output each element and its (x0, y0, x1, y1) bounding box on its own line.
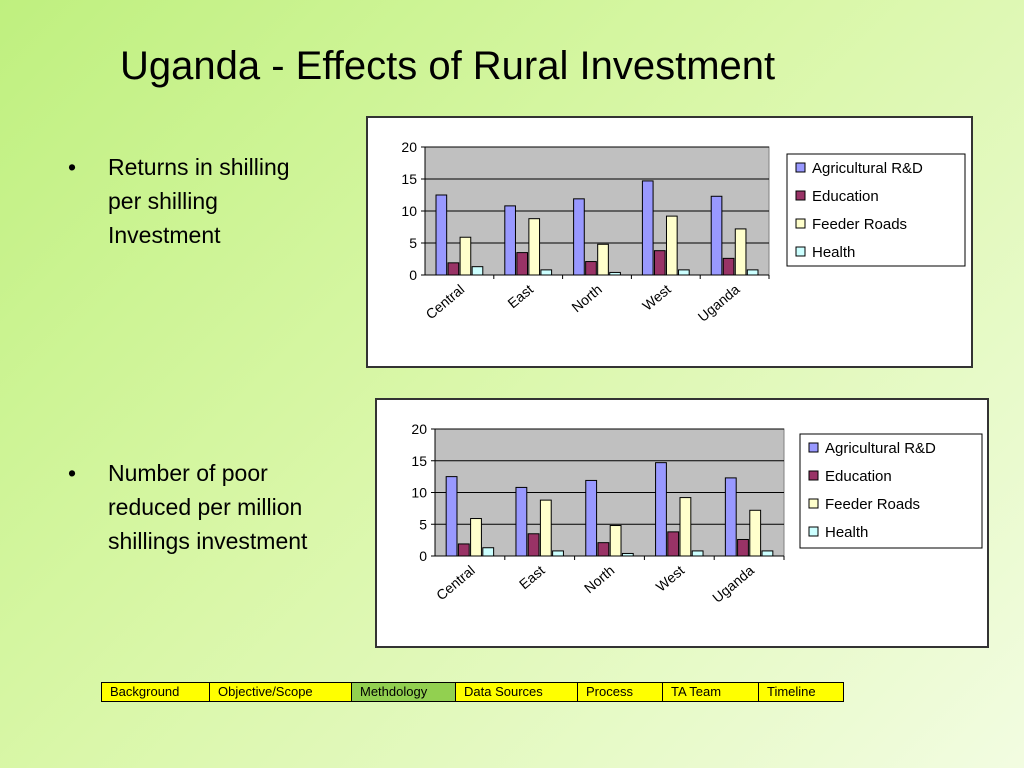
legend-swatch-feeder-roads (808, 498, 819, 509)
legend-label-education: Education (812, 188, 879, 205)
x-tick-label: Central (433, 562, 478, 603)
legend-label-health: Health (825, 524, 868, 541)
y-tick-label: 5 (419, 516, 427, 532)
bar-feeder-roads (459, 236, 472, 276)
bar-feeder-roads (470, 518, 482, 557)
bar-feeder-roads (749, 509, 762, 557)
bar-agricultural-r-d (710, 195, 723, 276)
y-tick-label: 20 (401, 139, 417, 155)
legend-swatch-health (795, 246, 806, 257)
x-tick-label: Uganda (709, 562, 757, 606)
bar-agricultural-r-d (515, 486, 528, 557)
legend-swatch-health (808, 526, 819, 537)
bar-agricultural-r-d (504, 205, 516, 276)
bar-agricultural-r-d (445, 476, 458, 557)
bullet-marker: • (68, 154, 77, 180)
tab-data-sources[interactable]: Data Sources (456, 683, 578, 701)
x-tick-label: West (639, 281, 674, 314)
bar-health (678, 269, 690, 276)
x-tick-label: Uganda (695, 281, 743, 325)
legend-swatch-education (808, 470, 819, 481)
bar-health (552, 550, 564, 557)
y-tick-label: 15 (411, 453, 427, 469)
legend-label-agricultural-r-d: Agricultural R&D (812, 160, 923, 177)
y-tick-label: 15 (401, 171, 417, 187)
y-tick-label: 5 (409, 235, 417, 251)
tab-process[interactable]: Process (578, 683, 663, 701)
bullet-text: Number of poor reduced per million shill… (108, 460, 308, 554)
bar-feeder-roads (665, 215, 678, 276)
legend-swatch-agricultural-r-d (795, 162, 806, 173)
bar-feeder-roads (679, 497, 692, 557)
bullet-marker: • (68, 460, 77, 486)
tab-timeline[interactable]: Timeline (767, 684, 816, 699)
bar-education (667, 531, 680, 557)
bar-education (597, 542, 610, 557)
y-tick-label: 10 (401, 203, 417, 219)
bar-agricultural-r-d (585, 479, 598, 557)
tab-methodology[interactable]: Methdology (352, 683, 456, 701)
bar-health (761, 550, 774, 557)
bar-agricultural-r-d (435, 194, 448, 276)
bar-education (737, 538, 749, 557)
bar-education (516, 252, 529, 276)
bar-feeder-roads (539, 499, 552, 557)
legend-label-education: Education (825, 468, 892, 485)
x-tick-label: West (653, 562, 688, 595)
y-tick-label: 20 (411, 421, 427, 437)
bar-feeder-roads (597, 243, 609, 276)
x-tick-label: North (568, 281, 605, 315)
legend (786, 153, 966, 267)
x-tick-label: Central (422, 281, 467, 322)
legend-label-feeder-roads: Feeder Roads (825, 496, 920, 513)
bar-agricultural-r-d (724, 477, 737, 557)
legend-swatch-feeder-roads (795, 218, 806, 229)
y-tick-label: 0 (419, 548, 427, 564)
bar-agricultural-r-d (573, 198, 585, 276)
tab-ta-team[interactable]: TA Team (663, 683, 759, 701)
slide-title: Uganda - Effects of Rural Investment (120, 44, 776, 88)
chart-poor-reduced-svg: 0 5 10 15 20 Central East North West Uganda Agricu… (411, 421, 983, 606)
bar-agricultural-r-d (641, 180, 654, 276)
bar-education (447, 262, 460, 276)
bar-health (609, 271, 621, 276)
tab-background[interactable]: Background (102, 683, 210, 701)
nav-bar: Background Objective/Scope Methdology Da… (101, 682, 844, 702)
bar-feeder-roads (734, 228, 747, 276)
x-tick-label: East (504, 281, 536, 311)
bar-health (540, 269, 553, 276)
bar-health (691, 550, 704, 557)
bar-education (527, 533, 540, 557)
y-tick-label: 0 (409, 267, 417, 283)
x-tick-label: East (516, 562, 548, 592)
bar-health (746, 269, 759, 276)
bar-education (722, 257, 735, 276)
tab-objective-scope[interactable]: Objective/Scope (210, 683, 352, 701)
legend-swatch-agricultural-r-d (808, 442, 819, 453)
bar-health (471, 266, 484, 276)
bar-feeder-roads (609, 525, 622, 557)
legend-label-health: Health (812, 244, 855, 261)
bar-education (653, 250, 666, 276)
y-tick-label: 10 (411, 485, 427, 501)
bar-education (585, 261, 597, 276)
x-tick-label: North (581, 562, 618, 596)
legend (799, 433, 983, 549)
bar-health (621, 552, 634, 557)
chart-returns-svg: 0 5 10 15 20 Central East North West Uganda Agricu… (401, 139, 966, 325)
chart-returns: 0 5 10 15 20 Central East North West Uganda Agricu… (366, 116, 973, 368)
bar-health (482, 547, 495, 557)
bar-feeder-roads (528, 218, 541, 276)
legend-swatch-education (795, 190, 806, 201)
bullet-text: Returns in shilling per shilling Investm… (108, 154, 290, 248)
bar-education (457, 543, 470, 557)
legend-label-feeder-roads: Feeder Roads (812, 216, 907, 233)
bar-agricultural-r-d (655, 462, 667, 557)
chart-poor-reduced: 0 5 10 15 20 Central East North West Uganda Agricu… (375, 398, 989, 648)
legend-label-agricultural-r-d: Agricultural R&D (825, 440, 936, 457)
